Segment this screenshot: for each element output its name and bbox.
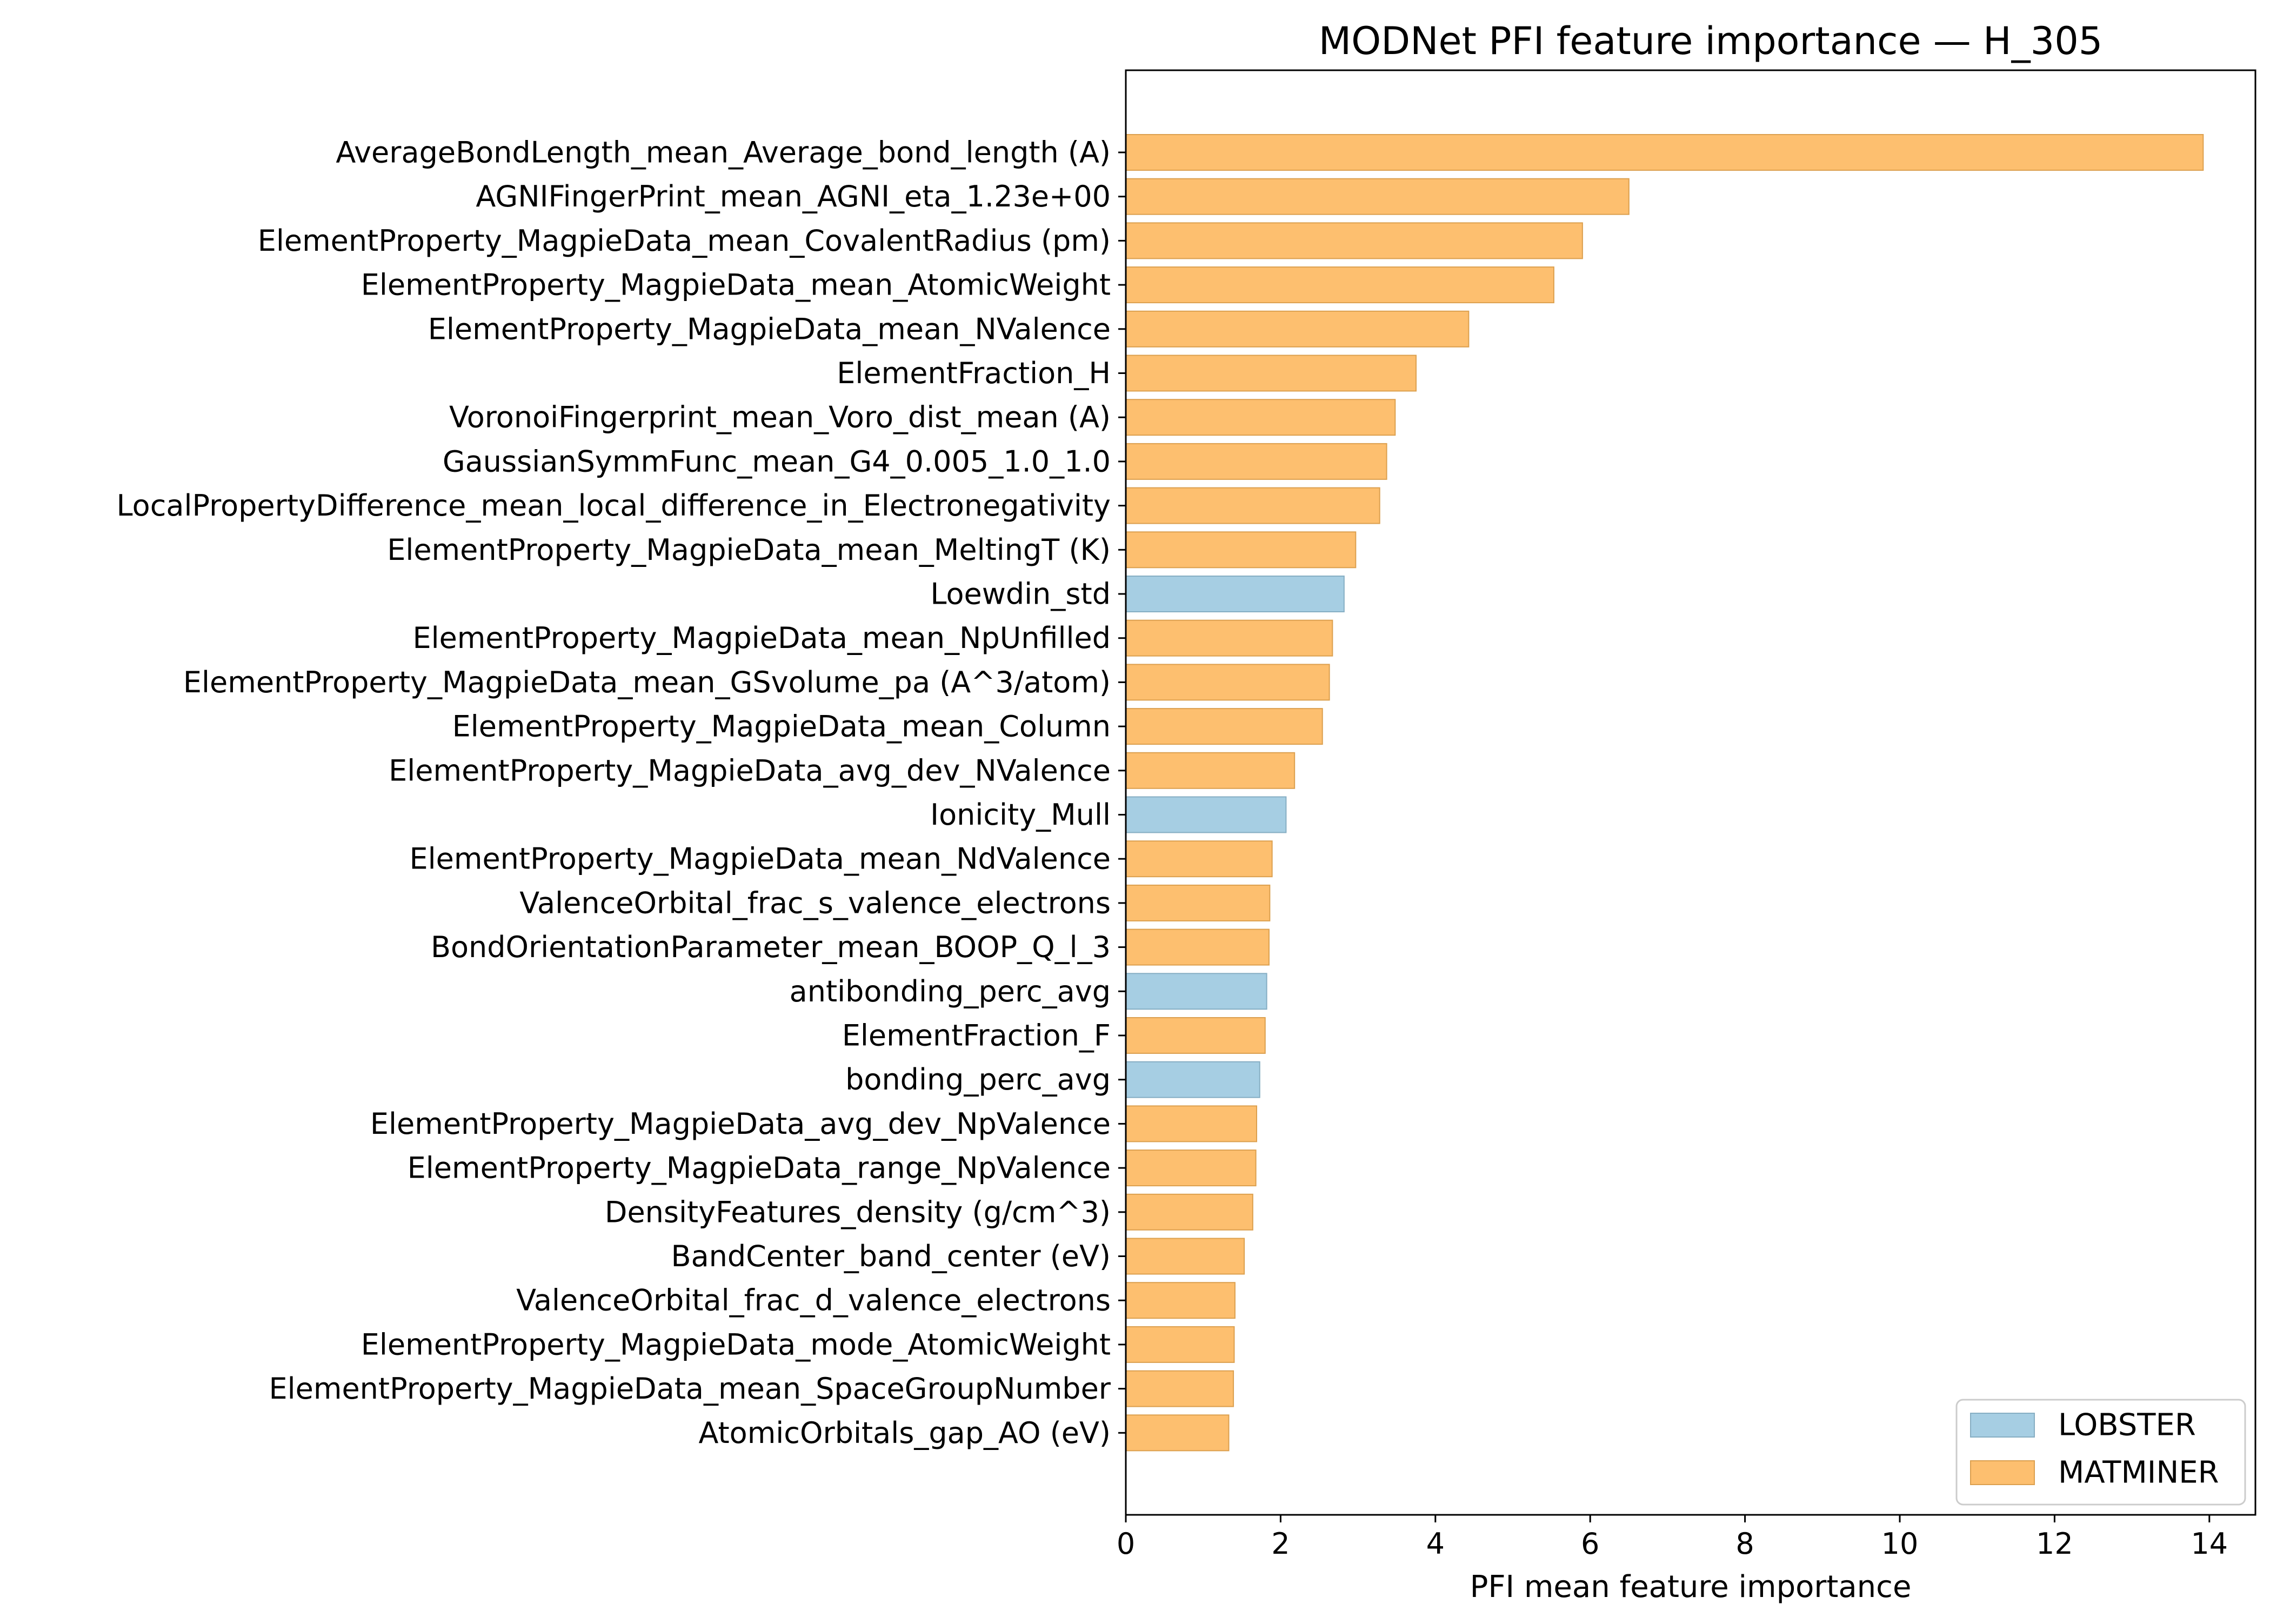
- bar-loewdin-std: [1125, 576, 1345, 612]
- bar-densityfeatures-density-g-cm-3: [1125, 1193, 1253, 1231]
- y-tick-label: AGNIFingerPrint_mean_AGNI_eta_1.23e+00: [476, 179, 1111, 213]
- bar-elementproperty-magpiedata-avg-dev-nvalence: [1125, 752, 1296, 789]
- y-tick-label: antibonding_perc_avg: [790, 974, 1111, 1008]
- y-tick-label: VoronoiFingerprint_mean_Voro_dist_mean (…: [449, 400, 1111, 435]
- y-tick-label: ElementProperty_MagpieData_mean_NdValenc…: [410, 842, 1111, 876]
- y-tick-label: AverageBondLength_mean_Average_bond_leng…: [336, 136, 1111, 170]
- y-tick-label: ElementProperty_MagpieData_mean_NpUnfill…: [412, 621, 1111, 655]
- y-tick-labels: AverageBondLength_mean_Average_bond_leng…: [117, 136, 1126, 1450]
- y-tick-label: ValenceOrbital_frac_d_valence_electrons: [516, 1284, 1111, 1318]
- y-tick-label: ElementFraction_H: [837, 356, 1111, 390]
- bar-elementproperty-magpiedata-mean-covalentradius-pm: [1125, 222, 1583, 259]
- y-tick-label: ElementProperty_MagpieData_avg_dev_NpVal…: [370, 1107, 1111, 1141]
- chart-title: MODNet PFI feature importance — H_305: [1319, 19, 2103, 63]
- plot-frame: [1125, 69, 2256, 1516]
- x-axis-label: PFI mean feature importance: [1470, 1569, 1912, 1605]
- x-tick-labels: 0 2 4 6 8 10 12 14: [1117, 1515, 2228, 1561]
- y-tick-label: bonding_perc_avg: [845, 1062, 1111, 1097]
- y-tick-label: ElementProperty_MagpieData_mean_SpaceGro…: [269, 1372, 1111, 1406]
- bar-elementproperty-magpiedata-mean-nvalence: [1125, 310, 1470, 347]
- bar-elementproperty-magpiedata-mean-spacegroupnumber: [1125, 1370, 1234, 1407]
- bar-valenceorbital-frac-s-valence-electrons: [1125, 884, 1271, 921]
- bars-group: [1125, 134, 2204, 1452]
- bar-elementproperty-magpiedata-avg-dev-npvalence: [1125, 1105, 1258, 1142]
- y-tick-label: LocalPropertyDifference_mean_local_diffe…: [117, 489, 1111, 523]
- bar-elementproperty-magpiedata-mean-npunfilled: [1125, 619, 1333, 657]
- legend-label-matminer: MATMINER: [2058, 1455, 2219, 1491]
- x-tick-label: 8: [1735, 1527, 1754, 1561]
- y-tick-label: ElementFraction_F: [842, 1019, 1111, 1053]
- bar-antibonding-perc-avg: [1125, 973, 1267, 1010]
- bar-elementproperty-magpiedata-range-npvalence: [1125, 1150, 1257, 1187]
- bar-localpropertydifference-mean-local-difference-in-electronegativity: [1125, 487, 1380, 524]
- bar-bonding-perc-avg: [1125, 1061, 1260, 1098]
- y-tick-label: ElementProperty_MagpieData_avg_dev_NVale…: [389, 753, 1111, 787]
- bar-atomicorbitals-gap-ao-ev: [1125, 1414, 1230, 1452]
- y-tick-label: ElementProperty_MagpieData_mode_AtomicWe…: [361, 1327, 1111, 1361]
- x-tick-label: 0: [1117, 1527, 1135, 1561]
- x-tick-label: 2: [1271, 1527, 1290, 1561]
- legend: LOBSTER MATMINER: [1955, 1399, 2246, 1506]
- bar-bondorientationparameter-mean-boop-q-l-3: [1125, 928, 1270, 966]
- y-tick-label: DensityFeatures_density (g/cm^3): [605, 1195, 1111, 1229]
- y-tick-label: ElementProperty_MagpieData_mean_NValence: [428, 312, 1111, 346]
- y-tick-label: ValenceOrbital_frac_s_valence_electrons: [519, 886, 1111, 920]
- y-tick-label: ElementProperty_MagpieData_mean_AtomicWe…: [361, 268, 1111, 302]
- legend-swatch-lobster: [1970, 1413, 2035, 1438]
- bar-elementproperty-magpiedata-mean-ndvalence: [1125, 840, 1273, 878]
- x-tick-label: 6: [1581, 1527, 1599, 1561]
- bar-ionicity-mull: [1125, 796, 1287, 833]
- y-tick-label: Loewdin_std: [930, 577, 1111, 611]
- bar-elementfraction-f: [1125, 1017, 1266, 1054]
- y-tick-label: ElementProperty_MagpieData_mean_Column: [452, 710, 1111, 744]
- y-tick-label: Ionicity_Mull: [930, 798, 1111, 832]
- y-tick-label: ElementProperty_MagpieData_mean_MeltingT…: [387, 533, 1111, 567]
- bar-averagebondlength-mean-average-bond-length-a: [1125, 134, 2204, 171]
- y-tick-label: BondOrientationParameter_mean_BOOP_Q_l_3: [431, 930, 1111, 964]
- legend-label-lobster: LOBSTER: [2058, 1408, 2196, 1443]
- bar-voronoifingerprint-mean-voro-dist-mean-a: [1125, 399, 1396, 436]
- bar-elementproperty-magpiedata-mode-atomicweight: [1125, 1326, 1235, 1363]
- bar-gaussiansymmfunc-mean-g4-0-005-1-0-1-0: [1125, 443, 1387, 480]
- y-tick-label: AtomicOrbitals_gap_AO (eV): [699, 1416, 1111, 1450]
- bar-elementproperty-magpiedata-mean-meltingt-k: [1125, 531, 1357, 569]
- y-tick-label: GaussianSymmFunc_mean_G4_0.005_1.0_1.0: [443, 444, 1111, 478]
- x-tick-label: 10: [1881, 1527, 1919, 1561]
- bar-agnifingerprint-mean-agni-eta-1-23e-00: [1125, 178, 1630, 215]
- bar-elementproperty-magpiedata-mean-gsvolume-pa-a-3-atom: [1125, 664, 1330, 701]
- x-tick-label: 4: [1426, 1527, 1445, 1561]
- x-tick-label: 12: [2036, 1527, 2073, 1561]
- x-tick-label: 14: [2191, 1527, 2228, 1561]
- y-tick-label: ElementProperty_MagpieData_mean_Covalent…: [258, 224, 1111, 258]
- y-tick-label: ElementProperty_MagpieData_mean_GSvolume…: [183, 665, 1111, 699]
- bar-elementfraction-h: [1125, 355, 1417, 392]
- y-tick-label: BandCenter_band_center (eV): [671, 1239, 1111, 1273]
- y-tick-label: ElementProperty_MagpieData_range_NpValen…: [408, 1151, 1111, 1185]
- bar-elementproperty-magpiedata-mean-atomicweight: [1125, 266, 1554, 304]
- legend-swatch-matminer: [1970, 1460, 2035, 1485]
- bar-bandcenter-band-center-ev: [1125, 1238, 1245, 1275]
- bar-valenceorbital-frac-d-valence-electrons: [1125, 1282, 1236, 1319]
- bar-elementproperty-magpiedata-mean-column: [1125, 708, 1323, 745]
